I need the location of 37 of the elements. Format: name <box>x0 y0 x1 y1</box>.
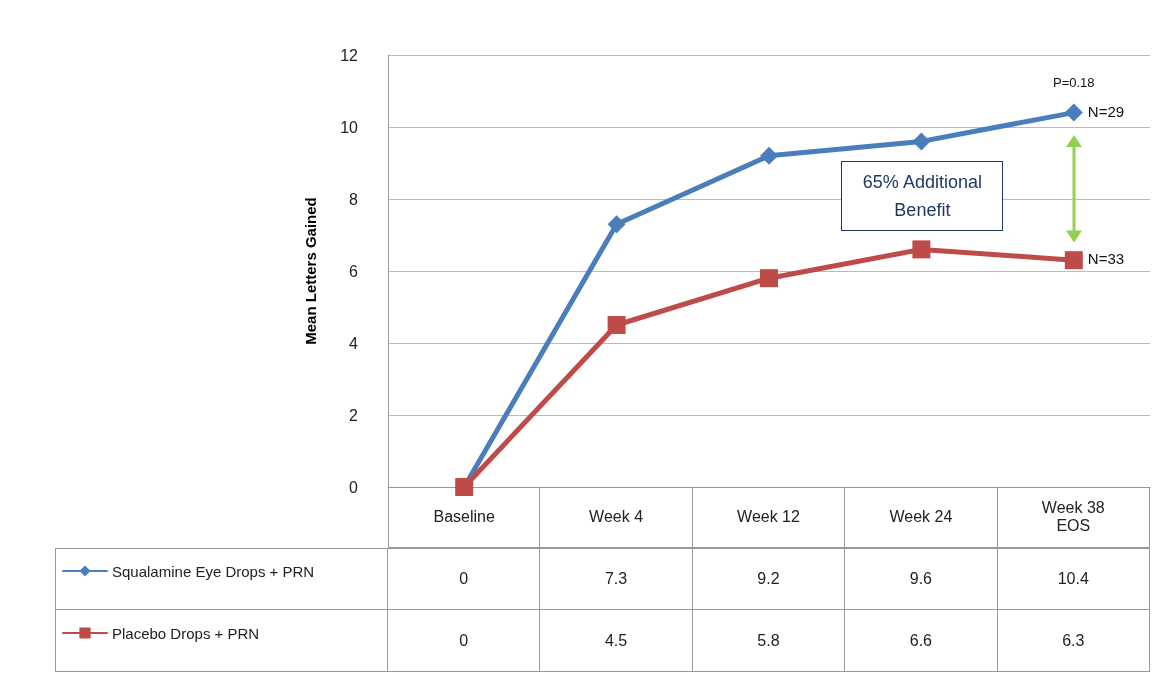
annotation: N=29 <box>1087 102 1125 120</box>
x-tick-label: Baseline <box>433 508 495 526</box>
data-label: 9.6 <box>845 548 998 610</box>
y-axis-title: Mean Letters Gained <box>302 197 319 345</box>
point <box>607 215 626 234</box>
data-label: 6.3 <box>997 610 1150 672</box>
x-tick-label: Week 12 <box>737 508 800 526</box>
y-tick-label: 8 <box>349 190 359 208</box>
annotation: N=33 <box>1087 250 1125 268</box>
data-label: 6.6 <box>845 610 998 672</box>
point <box>607 316 626 334</box>
x-tick-label: Week 4 <box>589 508 644 526</box>
point <box>760 269 778 288</box>
point <box>760 146 778 165</box>
y-tick-label: 12 <box>340 46 359 64</box>
y-tick-label: 10 <box>340 118 359 136</box>
point <box>912 132 931 151</box>
y-tick-label: 0 <box>349 478 359 496</box>
x-tick-label: Week 38 EOS <box>1040 499 1106 535</box>
annotation: 65% Additional Benefit <box>841 161 1004 232</box>
point <box>912 240 931 259</box>
y-tick-label: 6 <box>349 262 359 280</box>
annotation: P=0.18 <box>1052 74 1096 90</box>
legend-label: Squalamine Eye Drops + PRN <box>112 562 315 580</box>
data-label: 0 <box>388 548 541 610</box>
data-label: 9.2 <box>692 548 846 610</box>
data-label: 7.3 <box>540 548 693 610</box>
x-tick-label: Week 24 <box>889 508 953 526</box>
point <box>1064 103 1083 122</box>
point <box>1064 251 1083 270</box>
y-tick-label: 2 <box>349 406 359 424</box>
legend-label: Placebo Drops + PRN <box>112 624 260 642</box>
data-label: 5.8 <box>692 610 846 672</box>
data-label: 4.5 <box>540 610 693 672</box>
data-label: 0 <box>388 610 541 672</box>
y-tick-label: 4 <box>349 334 359 352</box>
data-label: 10.4 <box>997 548 1150 610</box>
